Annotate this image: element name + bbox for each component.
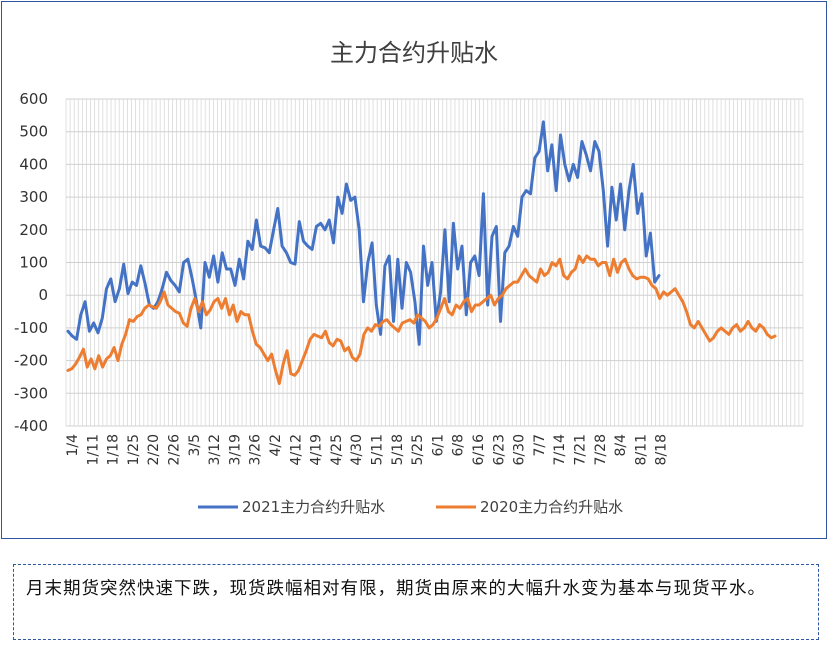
y-tick-label: -400 [14, 417, 48, 435]
x-tick-label: 6/1 [430, 434, 446, 457]
legend-label-2020: 2020主力合约升贴水 [480, 498, 623, 516]
x-tick-label: 2/26 [167, 434, 183, 466]
y-tick-label: -300 [14, 384, 48, 402]
x-tick-label: 4/19 [309, 434, 325, 465]
x-tick-label: 8/18 [654, 434, 670, 465]
x-tick-label: 4/12 [288, 434, 304, 465]
x-axis-ticks: 1/4 1/11 1/18 1/25 2/20 2/26 3/5 3/12 3/19 3/26 4/… [65, 434, 670, 466]
x-tick-label: 3/12 [207, 434, 223, 465]
x-tick-label: 6/30 [512, 434, 528, 465]
x-tick-label: 5/11 [370, 434, 386, 465]
legend-label-2021: 2021主力合约升贴水 [242, 498, 385, 516]
annotation-box: 月末期货突然快速下跌，现货跌幅相对有限，期货由原来的大幅升水变为基本与现货平水。 [13, 564, 819, 640]
x-tick-label: 1/11 [85, 434, 101, 465]
x-tick-label: 3/5 [187, 434, 203, 457]
chart-legend: 2021主力合约升贴水 2020主力合约升贴水 [198, 498, 623, 516]
series-line-2021 [66, 120, 661, 346]
y-tick-label: 600 [19, 90, 48, 108]
x-tick-label: 4/25 [329, 434, 345, 465]
x-tick-label: 1/18 [106, 434, 122, 465]
y-tick-label: 100 [19, 254, 48, 272]
x-tick-label: 3/19 [227, 434, 243, 465]
x-tick-label: 6/16 [471, 434, 487, 466]
x-tick-label: 4/2 [268, 434, 284, 457]
x-tick-label: 2/20 [146, 434, 162, 465]
x-tick-label: 4/30 [349, 434, 365, 465]
y-tick-label: 500 [19, 123, 48, 141]
y-tick-label: -100 [14, 319, 48, 337]
y-tick-label: -200 [14, 352, 48, 370]
x-tick-label: 7/21 [573, 434, 589, 465]
x-tick-label: 8/11 [633, 434, 649, 465]
x-tick-label: 5/25 [410, 434, 426, 465]
x-tick-label: 6/8 [451, 434, 467, 457]
x-tick-label: 7/7 [532, 434, 548, 457]
series-line-2020 [66, 254, 777, 385]
x-tick-label: 8/4 [613, 434, 629, 457]
x-tick-label: 7/14 [552, 434, 568, 466]
x-tick-label: 7/28 [593, 434, 609, 465]
series-lines [66, 120, 777, 385]
plot-grid [65, 98, 804, 427]
y-tick-label: 200 [19, 221, 48, 239]
chart-frame: 主力合约升贴水 600 500 400 300 200 100 0 -100 -200 -300 -… [1, 1, 827, 539]
annotation-text: 月末期货突然快速下跌，现货跌幅相对有限，期货由原来的大幅升水变为基本与现货平水。 [26, 579, 766, 599]
x-tick-label: 1/4 [65, 434, 81, 457]
x-tick-label: 6/23 [491, 434, 507, 465]
y-tick-label: 300 [19, 188, 48, 206]
y-tick-label: 400 [19, 155, 48, 173]
x-tick-label: 5/18 [390, 434, 406, 465]
y-axis-ticks: 600 500 400 300 200 100 0 -100 -200 -300 -400 [14, 90, 48, 435]
line-chart: 主力合约升贴水 600 500 400 300 200 100 0 -100 -200 -300 -… [14, 39, 804, 516]
chart-title: 主力合约升贴水 [330, 39, 498, 67]
x-tick-label: 3/26 [248, 434, 264, 466]
x-tick-label: 1/25 [126, 434, 142, 465]
y-tick-label: 0 [38, 286, 48, 304]
